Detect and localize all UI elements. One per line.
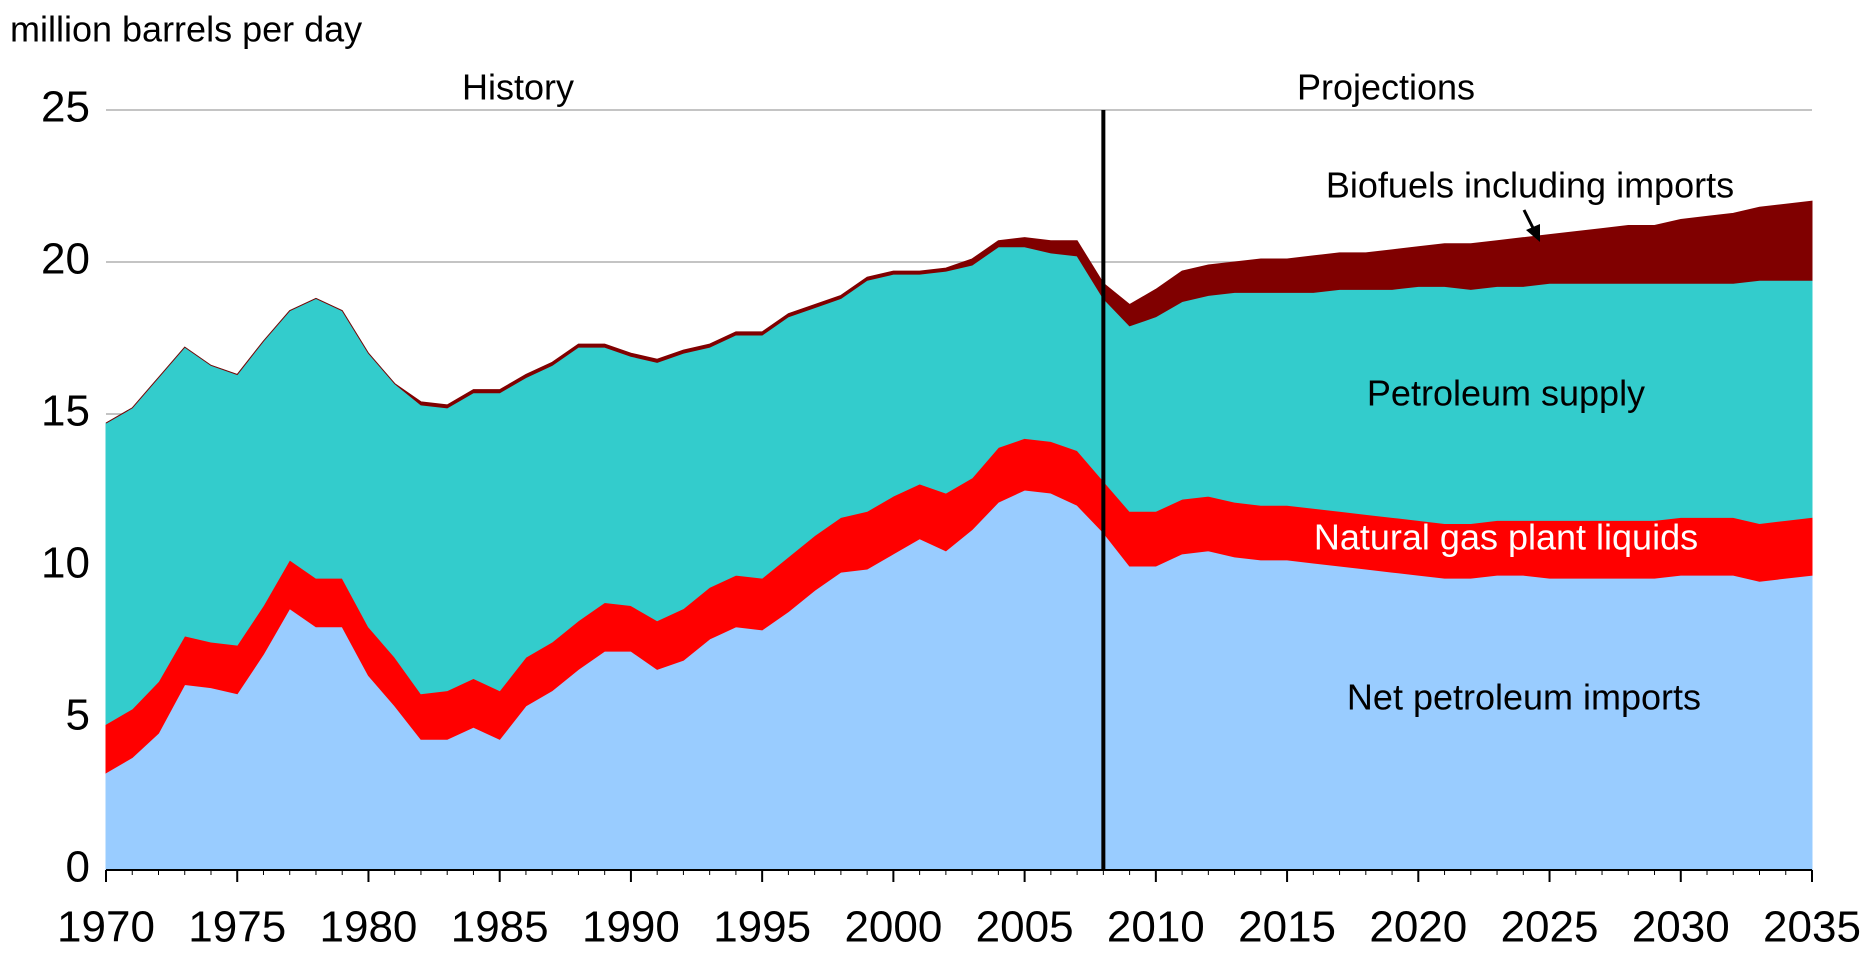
series-label: Net petroleum imports	[1347, 677, 1701, 718]
y-tick-label: 15	[41, 387, 90, 436]
x-tick-label: 2035	[1763, 903, 1861, 952]
y-axis-label: million barrels per day	[10, 9, 362, 50]
arrow-line	[1522, 209, 1536, 231]
projections-label: Projections	[1297, 67, 1475, 108]
x-tick-label: 1975	[188, 903, 286, 952]
arrow-head	[1526, 224, 1540, 242]
history-label: History	[462, 67, 574, 108]
series-label: Natural gas plant liquids	[1314, 517, 1698, 558]
x-tick-label: 2000	[844, 903, 942, 952]
y-tick-label: 10	[41, 539, 90, 588]
x-tick-label: 2020	[1369, 903, 1467, 952]
y-tick-label: 20	[41, 235, 90, 284]
x-tick-label: 1980	[320, 903, 418, 952]
y-tick-label: 25	[41, 83, 90, 132]
x-tick-label: 2010	[1107, 903, 1205, 952]
y-tick-label: 5	[66, 691, 90, 740]
x-tick-label: 1970	[57, 903, 155, 952]
series-label: Petroleum supply	[1367, 373, 1645, 414]
x-tick-label: 1995	[713, 903, 811, 952]
x-tick-label: 2025	[1501, 903, 1599, 952]
x-tick-label: 2005	[976, 903, 1074, 952]
x-tick-label: 1985	[451, 903, 549, 952]
x-tick-label: 1990	[582, 903, 680, 952]
x-tick-label: 2015	[1238, 903, 1336, 952]
x-tick-label: 2030	[1632, 903, 1730, 952]
series-label: Biofuels including imports	[1326, 165, 1734, 206]
y-tick-label: 0	[66, 843, 90, 892]
area	[105, 200, 1813, 424]
